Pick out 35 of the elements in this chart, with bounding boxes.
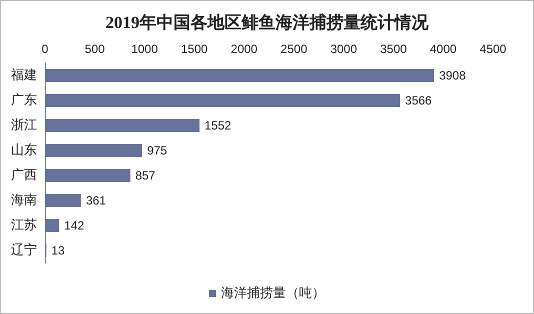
legend-label: 海洋捕捞量（吨） [221,286,325,301]
data-label: 3908 [439,68,466,82]
x-tick-label: 4500 [480,42,507,56]
x-tick-label: 3000 [330,42,358,56]
bar [45,194,81,207]
x-tick-label: 1500 [180,42,208,56]
data-label: 361 [86,194,106,208]
y-tick-label: 福建 [11,68,37,83]
bar [45,119,200,132]
data-label: 3566 [405,94,432,108]
x-tick-label: 2500 [280,42,308,56]
bar [45,144,142,157]
data-label: 13 [51,244,65,258]
bar [45,169,130,182]
x-tick-label: 3500 [380,42,408,56]
y-tick-label: 山东 [11,143,37,158]
y-tick-label: 广西 [11,168,37,183]
bar [45,69,434,82]
chart-title: 2019年中国各地区鲱鱼海洋捕捞量统计情况 [106,13,430,32]
bar [45,219,60,232]
y-tick-label: 浙江 [11,118,37,133]
x-tick-label: 500 [84,42,106,56]
y-tick-label: 江苏 [11,218,37,233]
x-tick-label: 1000 [131,42,158,56]
data-label: 142 [64,218,84,232]
x-tick-label: 2000 [230,42,258,56]
x-tick-label: 0 [42,42,49,56]
y-tick-label: 海南 [11,193,37,208]
y-tick-label: 广东 [11,93,37,108]
y-tick-label: 辽宁 [11,242,37,258]
data-label: 975 [147,144,168,158]
bar [45,94,400,107]
x-tick-label: 4000 [430,42,457,56]
data-label: 1552 [204,118,232,132]
data-label: 857 [135,168,156,182]
